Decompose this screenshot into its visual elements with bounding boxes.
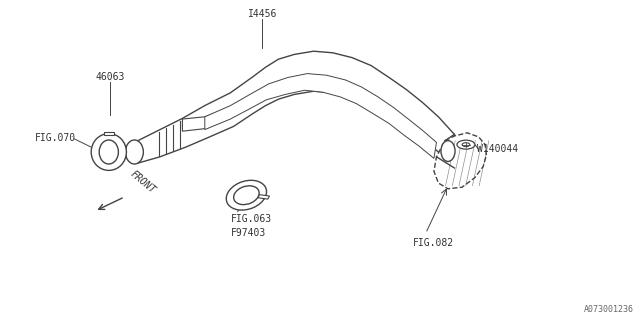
Ellipse shape: [92, 134, 127, 171]
Text: F97403: F97403: [230, 228, 266, 238]
Bar: [258, 195, 269, 199]
Text: W140044: W140044: [477, 144, 518, 155]
Text: FIG.070: FIG.070: [35, 132, 76, 143]
Text: A073001236: A073001236: [584, 305, 634, 314]
Polygon shape: [434, 133, 486, 189]
Circle shape: [462, 143, 470, 147]
Text: FRONT: FRONT: [128, 169, 157, 195]
Ellipse shape: [234, 186, 259, 204]
Text: I4456: I4456: [248, 9, 277, 19]
Ellipse shape: [227, 180, 266, 210]
Text: 46063: 46063: [95, 72, 125, 82]
Circle shape: [457, 140, 475, 149]
Text: FIG.063: FIG.063: [230, 214, 271, 224]
Ellipse shape: [99, 140, 118, 164]
Polygon shape: [138, 51, 454, 168]
Text: FIG.082: FIG.082: [413, 238, 454, 248]
Bar: [104, 132, 114, 135]
Ellipse shape: [125, 140, 143, 164]
Ellipse shape: [441, 141, 455, 162]
Polygon shape: [205, 74, 436, 158]
Polygon shape: [182, 112, 218, 131]
